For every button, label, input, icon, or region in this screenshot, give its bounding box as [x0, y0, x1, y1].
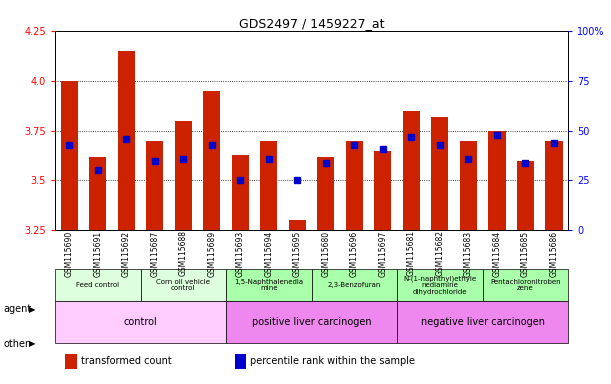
Text: 2,3-Benzofuran: 2,3-Benzofuran [327, 282, 381, 288]
Text: control: control [123, 317, 158, 327]
Text: GSM115680: GSM115680 [321, 230, 331, 276]
Bar [346, 141, 363, 230]
Bar [460, 141, 477, 230]
Bar [488, 131, 505, 230]
Text: GSM115687: GSM115687 [150, 230, 159, 276]
Text: GSM115688: GSM115688 [179, 230, 188, 276]
Text: GSM115694: GSM115694 [265, 230, 273, 276]
Bar [89, 157, 106, 230]
FancyBboxPatch shape [226, 301, 397, 343]
FancyBboxPatch shape [55, 301, 226, 343]
Text: Pentachloronitroben
zene: Pentachloronitroben zene [490, 279, 561, 291]
Text: Feed control: Feed control [76, 282, 119, 288]
Bar [65, 354, 76, 369]
Bar [232, 154, 249, 230]
Text: negative liver carcinogen: negative liver carcinogen [421, 317, 544, 327]
Text: 1,5-Naphthalenedia
mine: 1,5-Naphthalenedia mine [234, 279, 304, 291]
Text: GSM115683: GSM115683 [464, 230, 473, 276]
Text: positive liver carcinogen: positive liver carcinogen [252, 317, 371, 327]
Text: GSM115682: GSM115682 [436, 230, 444, 276]
FancyBboxPatch shape [397, 301, 568, 343]
Text: N-(1-naphthyl)ethyle
nediamine
dihydrochloride: N-(1-naphthyl)ethyle nediamine dihydroch… [403, 275, 477, 295]
Bar [403, 111, 420, 230]
Bar [431, 117, 448, 230]
Text: percentile rank within the sample: percentile rank within the sample [250, 356, 415, 366]
Bar [289, 220, 306, 230]
Bar [546, 141, 563, 230]
Text: GSM115697: GSM115697 [378, 230, 387, 276]
Bar [175, 121, 192, 230]
Title: GDS2497 / 1459227_at: GDS2497 / 1459227_at [239, 17, 384, 30]
Text: GSM115695: GSM115695 [293, 230, 302, 276]
Text: GSM115685: GSM115685 [521, 230, 530, 276]
Text: transformed count: transformed count [81, 356, 172, 366]
FancyBboxPatch shape [397, 269, 483, 301]
Text: other: other [3, 339, 29, 349]
Bar [517, 161, 534, 230]
FancyBboxPatch shape [55, 269, 141, 301]
Text: GSM115690: GSM115690 [65, 230, 74, 276]
FancyBboxPatch shape [141, 269, 226, 301]
Text: GSM115696: GSM115696 [350, 230, 359, 276]
Text: GSM115689: GSM115689 [207, 230, 216, 276]
Text: ▶: ▶ [29, 305, 36, 314]
FancyBboxPatch shape [226, 269, 312, 301]
Text: GSM115693: GSM115693 [236, 230, 245, 276]
Bar [118, 51, 135, 230]
Text: GSM115692: GSM115692 [122, 230, 131, 276]
Text: GSM115691: GSM115691 [93, 230, 102, 276]
Text: ▶: ▶ [29, 339, 36, 348]
Bar [375, 151, 392, 230]
Bar [203, 91, 221, 230]
FancyBboxPatch shape [483, 269, 568, 301]
Bar [146, 141, 163, 230]
Text: GSM115684: GSM115684 [492, 230, 502, 276]
FancyBboxPatch shape [312, 269, 397, 301]
Text: GSM115686: GSM115686 [549, 230, 558, 276]
Text: Corn oil vehicle
control: Corn oil vehicle control [156, 279, 210, 291]
Text: GSM115681: GSM115681 [407, 230, 416, 276]
Bar [317, 157, 334, 230]
Text: agent: agent [3, 304, 31, 314]
Bar [60, 81, 78, 230]
Bar [260, 141, 277, 230]
Bar [235, 354, 246, 369]
